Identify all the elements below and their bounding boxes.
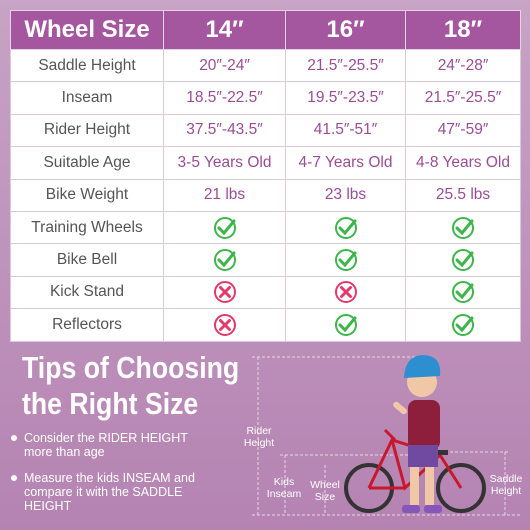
table-cell: 20″-24″	[163, 48, 286, 83]
table-row: Training Wheels	[10, 210, 521, 245]
table-cell	[285, 308, 406, 342]
table-row: Bike Weight 21 lbs 23 lbs 25.5 lbs	[10, 178, 521, 212]
table-row: Saddle Height 20″-24″ 21.5″-25.5″ 24″-28″	[10, 48, 521, 83]
table-cell: 37.5″-43.5″	[163, 113, 286, 148]
size-table: Wheel Size 14″ 16″ 18″ Saddle Height 20″-24″ 2…	[10, 10, 521, 342]
table-row: Suitable Age 3-5 Years Old 4-7 Years Old 4-…	[10, 146, 521, 180]
label: Kids Inseam	[266, 476, 302, 500]
cross-icon	[213, 281, 236, 304]
table-cell	[285, 210, 406, 245]
check-icon	[452, 313, 474, 336]
label: Saddle Height	[489, 473, 523, 497]
table-cell: 21 lbs	[163, 178, 286, 212]
table-cell	[285, 243, 406, 277]
table-cell	[405, 210, 521, 245]
title-line: Tips of Choosing	[22, 350, 240, 385]
label: Wheel Size	[310, 479, 340, 503]
table-cell	[405, 308, 521, 342]
table-cell: Kick Stand	[10, 275, 164, 310]
table-cell	[163, 308, 286, 342]
check-icon	[334, 313, 357, 336]
table-cell: Suitable Age	[10, 146, 164, 180]
check-icon	[334, 216, 357, 239]
check-icon	[452, 281, 474, 304]
table-cell: 18.5″-22.5″	[163, 81, 286, 115]
header-row: Wheel Size 14″ 16″ 18″	[10, 10, 521, 50]
check-icon	[213, 216, 236, 239]
check-icon	[452, 216, 474, 239]
table-cell: 3-5 Years Old	[163, 146, 286, 180]
tips-title: Tips of Choosing the Right Size	[22, 350, 239, 422]
table-cell: 47″-59″	[405, 113, 521, 148]
table-cell	[405, 243, 521, 277]
table-row: Kick Stand	[10, 275, 521, 310]
check-icon	[334, 249, 357, 272]
table-cell: 4-8 Years Old	[405, 146, 521, 180]
table-row: Inseam 18.5″-22.5″ 19.5″-23.5″ 21.5″-25.5″	[10, 81, 521, 115]
table-cell: 24″-28″	[405, 48, 521, 83]
table-row: Rider Height 37.5″-43.5″ 41.5″-51″ 47″-59″	[10, 113, 521, 148]
table-cell: 19.5″-23.5″	[285, 81, 406, 115]
title-line: the Right Size	[22, 386, 199, 421]
header-cell: 18″	[405, 10, 521, 50]
table-cell: 41.5″-51″	[285, 113, 406, 148]
table-cell: Bike Weight	[10, 178, 164, 212]
check-icon	[452, 249, 474, 272]
table-cell	[163, 275, 286, 310]
table-cell: Reflectors	[10, 308, 164, 342]
tip: Measure the kids INSEAM and compare it w…	[11, 471, 214, 513]
table-cell: Inseam	[10, 81, 164, 115]
cross-icon	[334, 281, 357, 304]
label: Rider Height	[243, 425, 275, 449]
table-cell: 23 lbs	[285, 178, 406, 212]
tip: Consider the RIDER HEIGHT more than age	[11, 431, 214, 459]
table-cell: 21.5″-25.5″	[405, 81, 521, 115]
table-cell: Saddle Height	[10, 48, 164, 83]
table-row: Bike Bell	[10, 243, 521, 277]
table-cell: Training Wheels	[10, 210, 164, 245]
cross-icon	[213, 313, 236, 336]
check-icon	[213, 249, 236, 272]
table-cell: 25.5 lbs	[405, 178, 521, 212]
header-cell: Wheel Size	[10, 10, 164, 50]
table-cell: Bike Bell	[10, 243, 164, 277]
table-cell	[405, 275, 521, 310]
table-row: Reflectors	[10, 308, 521, 342]
table-cell: 21.5″-25.5″	[285, 48, 406, 83]
table-cell: Rider Height	[10, 113, 164, 148]
table-cell	[285, 275, 406, 310]
